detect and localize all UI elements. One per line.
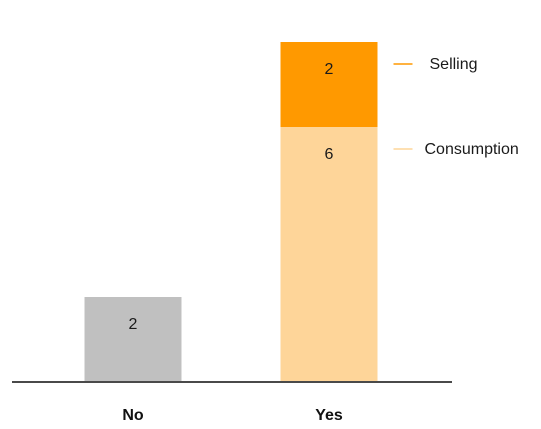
bar-yes-selling (280, 42, 378, 127)
bars-layer (84, 42, 378, 382)
legend-label-consumption: Consumption (425, 141, 519, 158)
legend-label-selling: Selling (430, 56, 478, 73)
category-labels-layer: No Yes (122, 407, 343, 424)
category-label-yes: Yes (315, 407, 343, 424)
value-labels-layer: 2 6 2 (129, 61, 334, 333)
legend: Consumption Selling (393, 56, 519, 158)
category-label-no: No (122, 407, 144, 424)
bar-yes-consumption (280, 127, 378, 382)
value-label-no-total: 2 (129, 316, 138, 333)
value-label-yes-selling: 2 (325, 61, 334, 78)
bar-no-total (84, 297, 182, 382)
value-label-yes-consumption: 6 (325, 146, 334, 163)
